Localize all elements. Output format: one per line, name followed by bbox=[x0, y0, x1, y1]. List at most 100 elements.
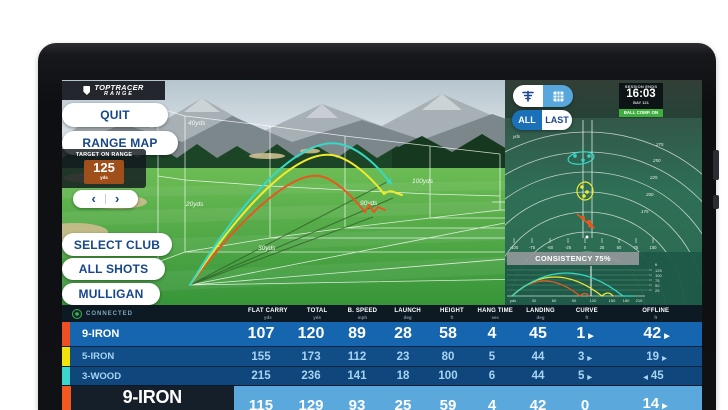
screen: 40yds 20yds 30yds 90 yds 100yds bbox=[62, 80, 702, 410]
yds-tick: 210 bbox=[636, 298, 643, 303]
cell-height: 58 bbox=[439, 325, 457, 342]
mulligan-button[interactable]: MULLIGAN bbox=[62, 283, 160, 305]
target-prev-button[interactable]: ‹ bbox=[91, 191, 96, 206]
all-tab[interactable]: ALL bbox=[512, 110, 542, 130]
ft-tick: 125 bbox=[655, 268, 662, 273]
all-shots-button[interactable]: ALL SHOTS bbox=[62, 258, 165, 280]
cell-b-speed: 89 bbox=[348, 325, 366, 342]
tee-marker bbox=[585, 235, 589, 239]
shot-trajectory-red bbox=[189, 174, 386, 286]
cell-flat-carry: 155 bbox=[251, 350, 271, 363]
tablet-side-button bbox=[713, 195, 719, 209]
column-header: TOTAL yds bbox=[306, 307, 328, 320]
avg-landing: 42deg bbox=[529, 396, 547, 410]
cell-landing: 44 bbox=[531, 350, 545, 363]
view-toggle bbox=[513, 85, 573, 107]
cell-landing: 45 bbox=[529, 325, 547, 342]
club-color-bar bbox=[62, 367, 70, 385]
offline-tick-label: 75 bbox=[634, 245, 639, 250]
connected-icon bbox=[72, 308, 82, 319]
target-next-button[interactable]: › bbox=[115, 191, 120, 206]
shot-group-5iron bbox=[576, 181, 594, 201]
connected-status: CONNECTED bbox=[62, 305, 241, 322]
trajectory-side-chart: ft 125 100 75 50 25 yds 30 60 90 bbox=[505, 252, 702, 305]
target-on-range-panel: TARGET ON RANGE 125 yds bbox=[62, 149, 146, 188]
offline-left-icon: ◀ bbox=[643, 375, 648, 381]
last-tab[interactable]: LAST bbox=[542, 110, 572, 130]
cell-hang-time: 6 bbox=[488, 370, 496, 382]
session-panel: SESSION ENDS 16:03 BAY 121 BALL COMP. ON bbox=[619, 83, 663, 117]
column-header: FLAT CARRY yds bbox=[248, 307, 288, 320]
table-row-9iron[interactable]: 9-IRON 107 120 89 28 58 4 45 1 ▶ 42 ▶ bbox=[62, 322, 702, 346]
target-distance: 125 yds bbox=[84, 160, 124, 184]
consistency-bar: CONSISTENCY 75% bbox=[507, 252, 639, 265]
ft-tick: 75 bbox=[655, 278, 660, 283]
offline-tick-label: 0 bbox=[584, 245, 587, 250]
cell-b-speed: 141 bbox=[347, 370, 367, 382]
cell-height: 100 bbox=[438, 370, 458, 382]
cell-b-speed: 112 bbox=[347, 350, 367, 363]
cell-offline: 42 ▶ bbox=[643, 325, 670, 342]
avg-offline: 14▶ft bbox=[642, 395, 668, 410]
yds-tick: 150 bbox=[609, 298, 616, 303]
avg-curve: 0ft bbox=[580, 396, 590, 410]
averages-club-name: 9-IRON bbox=[122, 386, 183, 407]
offline-tick-label: 100 bbox=[650, 245, 658, 250]
offline-tick-label: 25 bbox=[600, 245, 605, 250]
distance-label: 100yds bbox=[412, 178, 434, 185]
grid-view-toggle[interactable] bbox=[543, 85, 573, 107]
offline-ticks bbox=[513, 238, 654, 243]
toptracer-logo: TOPTRACER RANGE bbox=[62, 81, 165, 100]
column-header: CURVE ft bbox=[575, 307, 598, 320]
distance-label: 20yds bbox=[185, 201, 204, 208]
table-row-3wood[interactable]: 3-WOOD 215 236 141 18 100 6 44 5 ▶ ◀ 45 bbox=[62, 366, 702, 385]
arc-label: 275 bbox=[655, 142, 664, 147]
avg-total: 129yds bbox=[298, 396, 324, 410]
range-map-label: RANGE MAP bbox=[82, 136, 158, 150]
avg-launch: 25deg bbox=[394, 396, 412, 410]
ft-tick: 50 bbox=[655, 283, 660, 288]
range-grid bbox=[157, 107, 702, 286]
yds-tick: 90 bbox=[572, 298, 577, 303]
cell-total: 120 bbox=[297, 325, 325, 342]
distance-label: 30yds bbox=[258, 245, 276, 252]
grid-view-icon bbox=[553, 91, 563, 101]
target-stepper: ‹ › bbox=[73, 190, 138, 208]
quit-label: QUIT bbox=[100, 108, 130, 122]
shots-filter-toggle: ALL LAST bbox=[512, 110, 572, 130]
target-distance-unit: yds bbox=[100, 175, 108, 180]
table-row-5iron[interactable]: 5-IRON 155 173 112 23 80 5 44 3 ▶ 19 ▶ bbox=[62, 346, 702, 366]
trace-view-toggle[interactable] bbox=[513, 85, 543, 107]
distance-label: 40yds bbox=[188, 120, 206, 127]
offline-direction-icon: ▶ bbox=[664, 333, 670, 340]
target-on-range-label: TARGET ON RANGE bbox=[75, 152, 133, 158]
club-color-bar bbox=[62, 322, 70, 346]
club-color-bar bbox=[62, 386, 71, 410]
target-distance-value: 125 bbox=[93, 160, 115, 175]
tablet-side-button bbox=[713, 150, 719, 180]
shot-trajectory-cyan bbox=[189, 142, 389, 286]
select-club-button[interactable]: SELECT CLUB bbox=[62, 233, 172, 256]
cell-curve: 5 ▶ bbox=[577, 370, 593, 382]
select-club-label: SELECT CLUB bbox=[73, 237, 161, 252]
cell-landing: 44 bbox=[531, 370, 545, 382]
cell-total: 236 bbox=[301, 370, 321, 382]
cell-launch: 23 bbox=[396, 350, 410, 363]
cell-curve: 3 ▶ bbox=[577, 350, 593, 363]
logo-top: TOPTRACER bbox=[94, 82, 144, 92]
offline-tick-label: -100 bbox=[510, 245, 519, 250]
offline-tick-label: 50 bbox=[617, 245, 622, 250]
club-name: 9-IRON bbox=[82, 328, 120, 340]
cell-height: 80 bbox=[441, 350, 455, 363]
last-tab-label: LAST bbox=[545, 115, 569, 125]
quit-button[interactable]: QUIT bbox=[62, 103, 168, 127]
side-traj-cyan bbox=[511, 272, 634, 297]
mulligan-label: MULLIGAN bbox=[78, 287, 144, 301]
avg-b-speed: 93mph bbox=[348, 396, 366, 410]
club-name: 5-IRON bbox=[82, 351, 115, 362]
table-header: CONNECTED FLAT CARRY yds TOTAL yds B. SPEE… bbox=[62, 305, 702, 322]
connected-label: CONNECTED bbox=[86, 310, 134, 317]
column-header: OFFLINE ft bbox=[642, 307, 670, 320]
cell-launch: 18 bbox=[396, 370, 410, 382]
yds-tick: 30 bbox=[532, 298, 537, 303]
